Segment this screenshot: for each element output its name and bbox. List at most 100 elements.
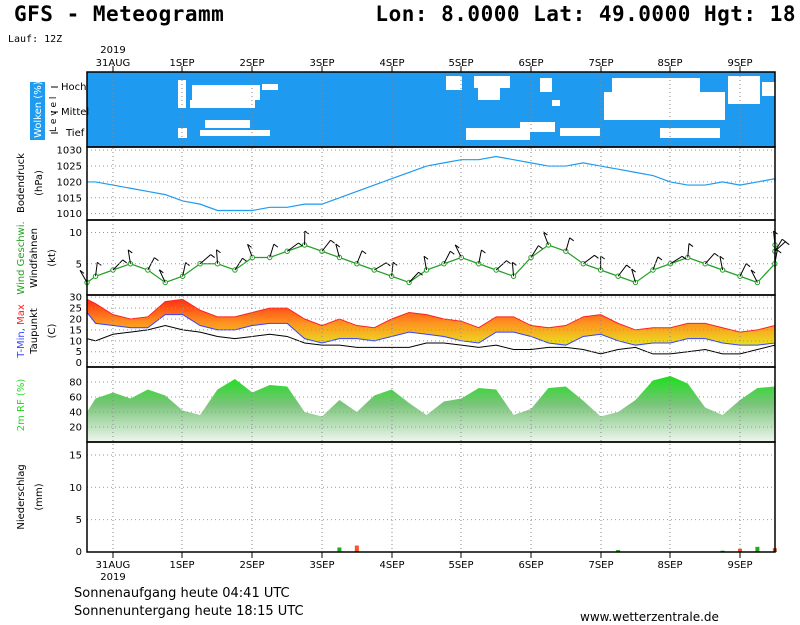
wind-barb-feather [681, 255, 687, 260]
wind-barb-feather [538, 245, 543, 250]
temperature-range-band [87, 299, 775, 346]
clear-sky-patch [552, 100, 560, 106]
clear-sky-patch [762, 82, 775, 96]
wind-barb-feather [210, 254, 215, 258]
wind-barb-feather [776, 249, 782, 254]
x-tick-label-bottom: 8SEP [657, 560, 682, 571]
wind-barb [511, 262, 515, 277]
pressure-unit-label: (hPa) [34, 170, 45, 196]
wind-barb-feather [273, 243, 279, 248]
rh-y-tick-label: 80 [69, 378, 82, 389]
wind-barb [495, 260, 507, 271]
wind-y-tick-label: 5 [76, 259, 82, 270]
wind-barb-feather [423, 255, 429, 260]
x-tick-label-top: 31AUG [96, 58, 131, 69]
wind-barb [542, 231, 549, 246]
wind-y-tick-label: 10 [69, 228, 82, 239]
pressure-y-label: Bodendruck [16, 153, 27, 213]
wind-barb-feather [298, 242, 303, 247]
clear-sky-patch [560, 128, 600, 136]
wind-barb [95, 262, 98, 277]
wind-barb-feather [454, 244, 460, 249]
rh-y-label: 2m RF (%) [16, 379, 27, 432]
page-title: GFS - Meteogramm [14, 2, 225, 26]
x-tick-label-top: 8SEP [657, 58, 682, 69]
wind-barb-feather [361, 250, 367, 255]
sunset-text: Sonnenuntergang heute 18:15 UTC [74, 604, 304, 619]
year-label-bottom: 2019 [100, 572, 125, 580]
wind-barb [774, 238, 783, 252]
pressure-y-tick-label: 1020 [57, 177, 82, 188]
year-label-top: 2019 [100, 45, 125, 56]
wind-barb-feather [304, 230, 310, 235]
cloud-label-box [30, 82, 45, 140]
cloud-level-low: Tief [65, 128, 85, 139]
wind-barb-feather [216, 249, 221, 254]
wind-unit-label: (kt) [47, 249, 58, 267]
pressure-series-line [87, 155, 776, 212]
wind-barb [373, 262, 387, 271]
x-tick-label-bottom: 5SEP [448, 560, 473, 571]
wind-barb-feather [418, 271, 423, 276]
wind-barb [321, 239, 332, 252]
temp-y-tick-label: 20 [69, 315, 82, 326]
clear-sky-patch [446, 76, 462, 90]
wind-barb [158, 269, 166, 283]
location-readout: Lon: 8.0000 Lat: 49.0000 Hgt: 18 [375, 2, 796, 26]
precip-bar [616, 550, 621, 552]
wind-barb-feather [242, 257, 247, 262]
x-tick-label-bottom: 31AUG [96, 560, 131, 571]
clear-sky-patch [604, 92, 725, 120]
meteogram-chart: 201931AUG31AUG1SEP1SEP2SEP2SEP3SEP3SEP4S… [16, 45, 790, 580]
wind-barb-feather [449, 250, 455, 255]
cloud-level-mid: Mittel [61, 107, 89, 118]
precip-panel-frame [86, 441, 776, 553]
wind-barb [530, 245, 539, 258]
wind-barb-feather [543, 231, 548, 236]
wind-barb [112, 259, 124, 271]
clear-sky-patch [660, 128, 720, 138]
wind-barb [199, 254, 211, 265]
x-tick-label-top: 9SEP [727, 58, 752, 69]
clear-sky-patch [190, 100, 255, 108]
x-tick-label-top: 3SEP [309, 58, 334, 69]
wind-barb [356, 250, 363, 264]
wind-barb [704, 253, 715, 265]
pressure-y-tick-label: 1015 [57, 193, 82, 204]
wind-barb [286, 242, 299, 252]
wind-barb-feather [122, 259, 128, 264]
wind-barb [774, 241, 786, 252]
wind-barb [750, 269, 758, 283]
temp-y-tick-label: 5 [76, 347, 82, 358]
wind-barb-feather [750, 269, 756, 274]
clear-sky-patch [474, 76, 510, 88]
precip-y-tick-label: 10 [69, 483, 82, 494]
wind-barb-feather [745, 263, 751, 268]
x-tick-label-top: 4SEP [379, 58, 404, 69]
wind-speed-series-line [86, 244, 776, 284]
precip-y-tick-label: 5 [76, 515, 82, 526]
wind-barb [127, 249, 131, 264]
wind-barb-feather [781, 238, 787, 243]
clear-sky-patch [466, 128, 530, 140]
x-tick-label-top: 1SEP [169, 58, 194, 69]
wind-barb [234, 257, 243, 271]
cloud-level-high: Hoch [61, 82, 86, 93]
temp-y-tick-label: 10 [69, 336, 82, 347]
wind-barb [617, 264, 627, 277]
precip-y-label: Niederschlag [16, 464, 27, 529]
sunrise-text: Sonnenaufgang heute 04:41 UTC [74, 586, 290, 601]
wind-panel-frame [86, 219, 776, 296]
temp-y-tick-label: 0 [76, 358, 82, 369]
clear-sky-patch [728, 76, 760, 104]
wind-barb-feather [335, 243, 341, 248]
wind-barb-feather [385, 262, 391, 267]
wind-barb [478, 249, 482, 264]
x-tick-label-bottom: 1SEP [169, 560, 194, 571]
temp-y-tick-label: 30 [69, 293, 82, 304]
wind-barb [443, 251, 451, 264]
wind-barb-feather [569, 237, 574, 242]
wind-barb [631, 268, 636, 283]
rh-series-area [87, 374, 775, 442]
